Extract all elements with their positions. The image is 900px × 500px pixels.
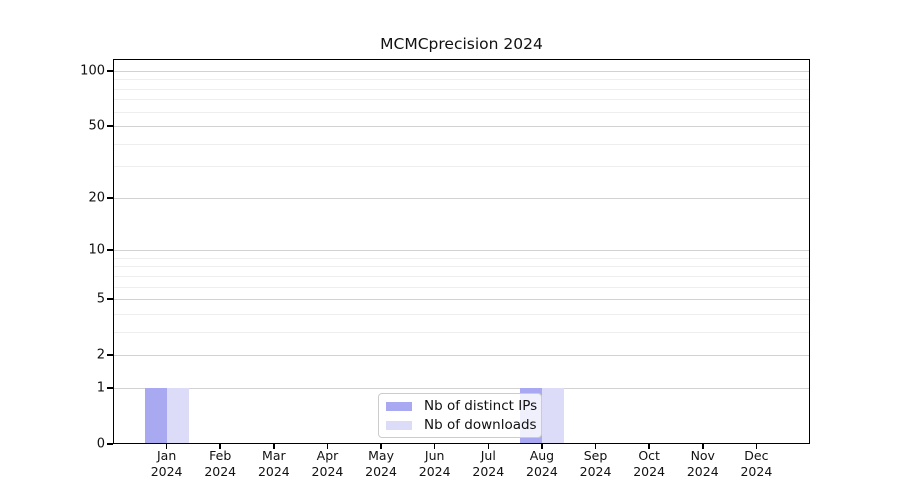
legend: Nb of distinct IPs Nb of downloads <box>378 393 542 438</box>
y-tick-mark <box>107 387 113 389</box>
gridline-minor <box>113 88 810 90</box>
y-tick-label: 50 <box>88 118 105 134</box>
legend-row-downloads: Nb of downloads <box>386 417 541 433</box>
y-tick-mark <box>107 197 113 199</box>
x-tick-mark <box>648 444 650 449</box>
x-tick-mark <box>755 444 758 449</box>
x-tick-label: May 2024 <box>365 448 397 479</box>
x-tick-label: Jul 2024 <box>472 448 505 479</box>
x-tick-label: Dec 2024 <box>740 448 773 479</box>
gridline-minor <box>113 257 810 259</box>
x-tick-label: Sep 2024 <box>579 448 612 479</box>
gridline-major <box>113 71 810 72</box>
legend-row-distinct-ips: Nb of distinct IPs <box>386 398 541 414</box>
chart-title: MCMCprecision 2024 <box>380 35 543 53</box>
y-tick-label: 100 <box>80 63 105 79</box>
gridline-major <box>113 197 810 199</box>
legend-swatch-distinct-ips <box>386 401 412 411</box>
x-tick-label: Nov 2024 <box>686 448 719 479</box>
y-tick-label: 5 <box>96 291 105 307</box>
x-tick-label: Apr 2024 <box>311 448 344 479</box>
y-tick-label: 20 <box>88 190 105 206</box>
x-tick-label: Feb 2024 <box>204 448 237 479</box>
x-tick-mark <box>541 444 543 449</box>
x-tick-mark <box>380 444 382 449</box>
x-tick-label: Mar 2024 <box>257 448 290 479</box>
gridline-minor <box>113 111 810 113</box>
x-tick-mark <box>487 444 490 449</box>
plot-border <box>113 59 810 444</box>
y-tick-mark <box>107 70 113 72</box>
x-tick-mark <box>273 444 275 449</box>
gridline-major <box>113 387 810 389</box>
gridline-minor <box>113 275 810 277</box>
gridline-minor <box>113 266 810 268</box>
legend-swatch-downloads <box>386 420 412 430</box>
x-tick-mark <box>594 444 597 449</box>
gridline-minor <box>113 79 810 81</box>
x-tick-label: Jun 2024 <box>418 448 451 479</box>
x-tick-mark <box>326 444 329 449</box>
gridline-minor <box>113 143 810 145</box>
y-tick-mark <box>107 443 113 445</box>
x-tick-mark <box>702 444 704 449</box>
x-tick-label: Aug 2024 <box>526 448 558 479</box>
y-tick-label: 2 <box>96 347 105 363</box>
x-tick-mark <box>433 444 436 449</box>
legend-label-downloads: Nb of downloads <box>424 417 537 433</box>
gridline-major <box>113 250 810 252</box>
bar-nb-of-downloads <box>166 387 189 444</box>
y-tick-label: 10 <box>88 242 105 258</box>
y-tick-mark <box>107 125 113 127</box>
y-tick-mark <box>107 249 113 251</box>
gridline-minor <box>113 331 810 333</box>
bar-nb-of-distinct-ips <box>144 387 167 444</box>
gridline-major <box>113 126 810 128</box>
x-tick-mark <box>165 444 168 449</box>
y-tick-mark <box>107 298 113 300</box>
bar-nb-of-downloads <box>541 387 564 444</box>
gridline-major <box>113 299 810 301</box>
gridline-minor <box>113 313 810 315</box>
y-tick-mark <box>107 354 113 356</box>
gridline-minor <box>113 286 810 288</box>
y-tick-label: 1 <box>96 380 105 396</box>
gridline-minor <box>113 99 810 101</box>
x-tick-mark <box>219 444 221 449</box>
x-tick-label: Oct 2024 <box>633 448 666 479</box>
gridline-major <box>113 355 810 357</box>
gridline-minor <box>113 166 810 168</box>
legend-label-distinct-ips: Nb of distinct IPs <box>424 398 538 414</box>
y-tick-label: 0 <box>96 436 105 452</box>
x-tick-label: Jan 2024 <box>150 448 183 479</box>
